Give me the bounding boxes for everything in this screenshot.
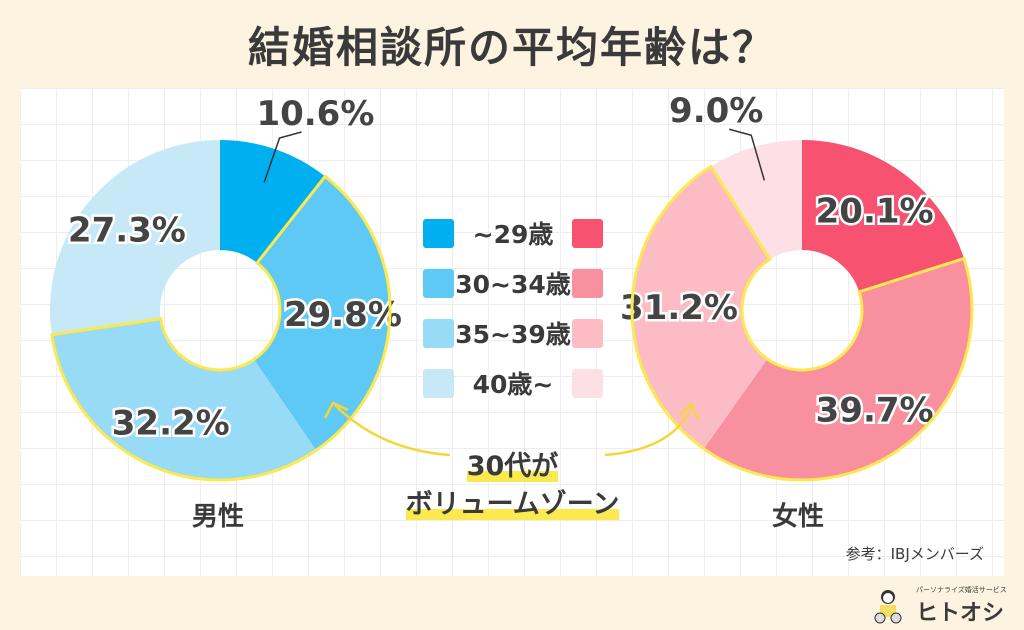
arrowhead-icon — [679, 401, 700, 420]
source-note: 参考：IBJメンバーズ — [845, 545, 984, 563]
logo-name: ヒトオシ — [916, 601, 1005, 626]
pie-slice — [802, 140, 965, 292]
data-label: 32.2% — [112, 404, 230, 444]
callout-arrow — [604, 409, 692, 457]
male-title: 男性 — [192, 502, 245, 532]
legend-swatch-female — [572, 318, 603, 348]
legend-swatch-male — [423, 368, 454, 398]
data-label: 20.1% — [816, 192, 934, 232]
leader-line — [263, 131, 302, 183]
data-label: 27.3% — [68, 211, 186, 251]
pie-slice — [220, 140, 326, 263]
legend-label: ~29歳 — [472, 220, 554, 249]
pie-slice — [51, 318, 317, 480]
pie-slice — [253, 176, 390, 451]
legend: ~29歳 30~34歳 35~39歳 40歳~ — [423, 208, 603, 408]
legend-row: ~29歳 — [423, 208, 603, 258]
pie-slice — [49, 140, 220, 335]
legend-swatch-male — [423, 218, 454, 248]
pie-slice — [631, 166, 770, 449]
legend-swatch-male — [423, 318, 454, 348]
highlight-outline — [630, 164, 974, 482]
legend-row: 30~34歳 — [423, 258, 603, 308]
data-label: 9.0% — [669, 91, 763, 131]
leader-line — [729, 128, 766, 181]
data-label: 10.6% — [256, 94, 374, 134]
arrowhead-icon — [323, 401, 349, 419]
legend-label: 30~34歳 — [455, 270, 571, 299]
legend-row: 40歳~ — [423, 358, 603, 408]
data-label: 31.2% — [620, 288, 738, 328]
logo: パーソナライズ婚活サービスヒトオシ — [868, 585, 1007, 627]
legend-swatch-female — [572, 368, 603, 398]
legend-swatch-female — [572, 218, 603, 248]
logo-tagline: パーソナライズ婚活サービス — [916, 586, 1007, 594]
page-title: 結婚相談所の平均年齢は？ — [247, 23, 776, 72]
callout: 30代がボリュームゾーン — [380, 448, 645, 524]
data-label: 39.7% — [816, 390, 934, 430]
pie-slice — [710, 140, 802, 260]
callout-arrow — [334, 404, 451, 457]
pie-slice — [703, 258, 972, 481]
legend-row: 35~39歳 — [423, 308, 603, 358]
highlight-outline — [50, 174, 392, 482]
data-label: 29.8% — [284, 295, 402, 335]
legend-swatch-female — [572, 268, 603, 298]
legend-label: 35~39歳 — [455, 320, 571, 349]
legend-label: 40歳~ — [472, 370, 554, 399]
legend-swatch-male — [423, 268, 454, 298]
logo-mascot-icon — [874, 590, 902, 624]
callout-line: 30代が — [466, 451, 559, 482]
female-title: 女性 — [772, 502, 825, 532]
callout-line: ボリュームゾーン — [405, 489, 620, 520]
